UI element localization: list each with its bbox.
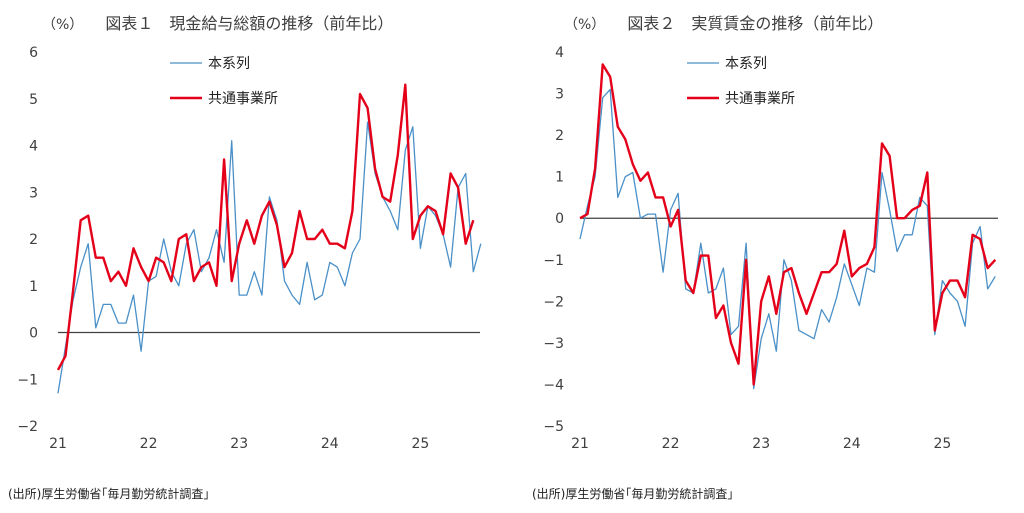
chart-1-title-text: 図表１ 現金給与総額の推移（前年比） [105,14,394,33]
x-tick-label: 23 [230,436,248,452]
y-tick-label: 0 [555,211,564,227]
y-tick-label: 1 [29,279,38,295]
y-tick-label: 2 [555,128,564,144]
y-tick-label: 3 [555,87,564,103]
x-tick-label: 21 [571,436,589,452]
x-tick-label: 25 [933,436,951,452]
y-tick-label: 4 [555,45,564,61]
chart-2-unit: （%） [564,17,606,33]
y-tick-label: 0 [29,326,38,342]
x-tick-label: 25 [411,436,429,452]
chart-1-unit: （%） [42,17,84,33]
chart-2-source: (出所)厚生労働省｢毎月勤労統計調査｣ [532,487,734,501]
legend-label-main: 本系列 [725,56,767,72]
x-tick-label: 23 [752,436,770,452]
y-tick-label: 5 [29,92,38,108]
series-line-main [579,88,996,390]
legend-label-common: 共通事業所 [208,91,278,107]
y-tick-label: −2 [17,419,38,435]
chart-nominal-wages: −2 −1 0 1 2 3 4 5 6 21 22 23 24 25 本系列 共通事業所 （%） 図表１ 現金給… [8,10,482,501]
chart-1-source: (出所)厚生労働省｢毎月勤労統計調査｣ [8,487,210,501]
y-tick-label: 2 [29,232,38,248]
series-line-common [56,83,475,371]
y-tick-label: 4 [29,139,38,155]
x-tick-label: 22 [140,436,158,452]
series-line-common [579,63,997,386]
y-tick-label: 1 [555,170,564,186]
y-tick-label: −4 [543,377,564,393]
y-tick-label: −5 [543,419,564,435]
y-tick-label: −1 [543,253,564,269]
x-tick-label: 24 [843,436,861,452]
legend-label-main: 本系列 [208,56,250,72]
x-tick-label: 24 [321,436,339,452]
y-tick-label: −1 [17,372,38,388]
x-tick-label: 21 [49,436,67,452]
chart-1-title: （%） 図表１ 現金給与総額の推移（前年比） [42,10,393,34]
chart-real-wages: −5 −4 −3 −2 −1 0 1 2 3 4 21 22 23 24 25 本系列 共通事業所 （%） 図表２… [512,0,1024,513]
y-tick-label: −2 [543,294,564,310]
legend-label-common: 共通事業所 [725,91,795,107]
chart-2-title: （%） 図表２ 実質賃金の推移（前年比） [564,10,883,34]
y-tick-label: 3 [29,185,38,201]
series-line-main [57,121,482,394]
y-tick-label: 6 [29,45,38,61]
y-tick-label: −3 [543,336,564,352]
chart-2-title-text: 図表２ 実質賃金の推移（前年比） [627,14,884,33]
x-tick-label: 22 [662,436,680,452]
